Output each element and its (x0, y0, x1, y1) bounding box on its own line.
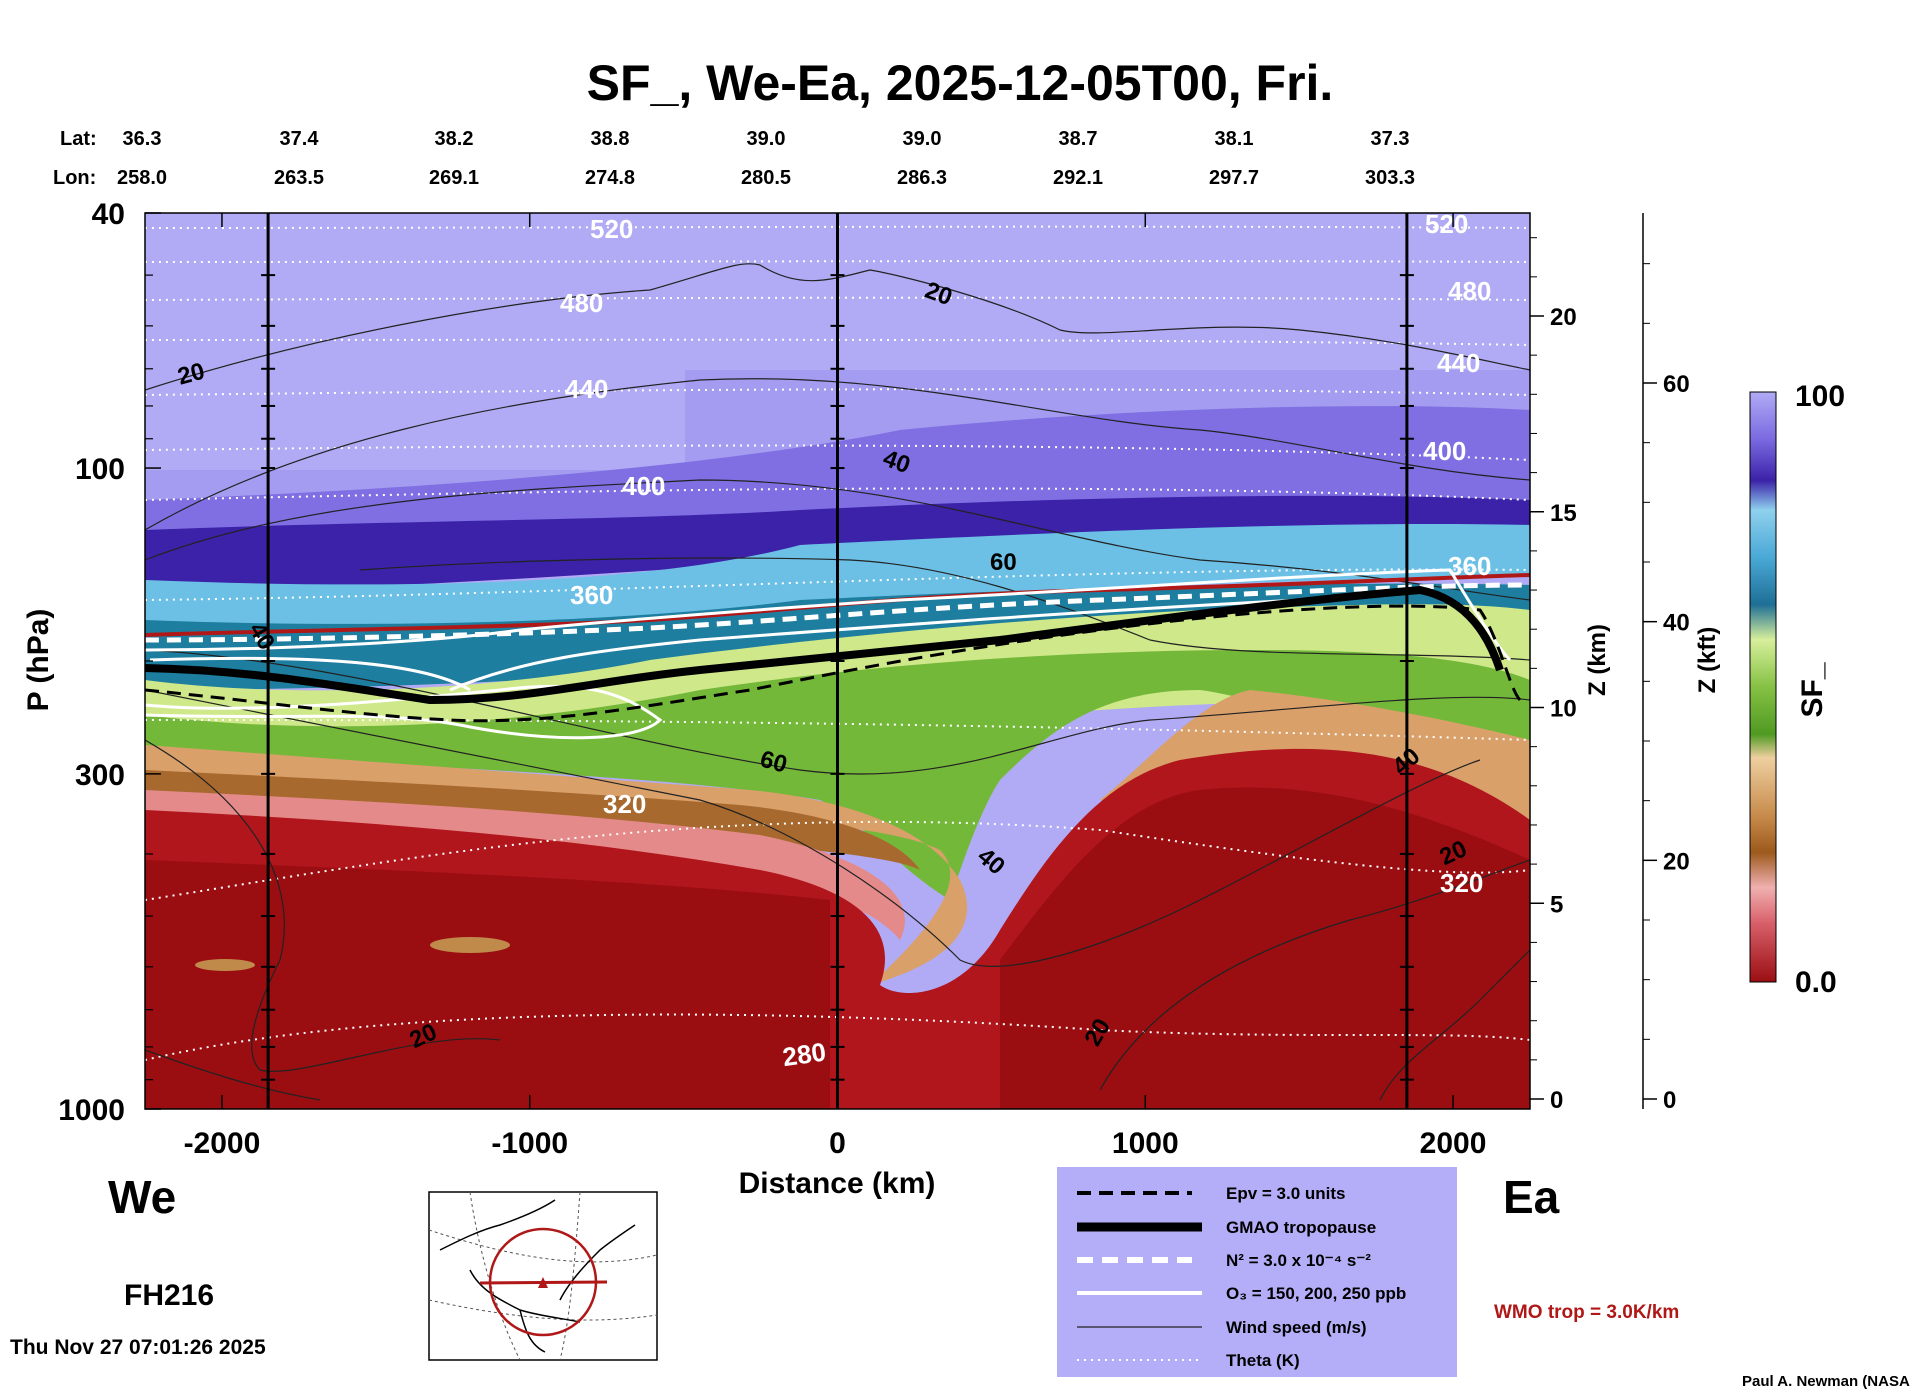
colorbar-title: SF_ (1796, 662, 1829, 717)
lat-value: 39.0 (903, 128, 942, 150)
theta-label: 480 (1448, 276, 1491, 306)
theta-contours (145, 225, 1530, 1061)
theta-label: 440 (1437, 348, 1480, 378)
lon-value: 292.1 (1053, 167, 1103, 189)
plot-area: 520 480 440 400 360 320 280 520 480 440 … (145, 209, 1530, 1109)
credit: Paul A. Newman (NASA (1742, 1373, 1910, 1390)
theta-label: 320 (603, 789, 646, 819)
field-blob (430, 937, 510, 953)
lat-value: 39.0 (747, 128, 786, 150)
lat-value: 38.1 (1215, 128, 1254, 150)
lat-value: 38.2 (435, 128, 474, 150)
z-km-tick-label: 5 (1550, 891, 1563, 918)
z-km-tick-label: 20 (1550, 304, 1577, 331)
x-tick-label: 0 (829, 1127, 846, 1160)
legend-label: N² = 3.0 x 10⁻⁴ s⁻² (1226, 1251, 1371, 1270)
z-km-tick-label: 10 (1550, 696, 1577, 723)
z-km-tick-label: 15 (1550, 500, 1577, 527)
theta-label: 400 (1423, 436, 1466, 466)
y-tick-label: 40 (92, 198, 125, 231)
map-center-marker (538, 1277, 548, 1288)
x-axis: -2000 -1000 0 1000 2000 (184, 213, 1487, 1160)
lon-values: 258.0 263.5 269.1 274.8 280.5 286.3 292.1 297.7… (117, 167, 1415, 189)
lat-value: 38.7 (1059, 128, 1098, 150)
ozone-contours (145, 568, 1512, 740)
theta-label: 360 (570, 580, 613, 610)
field-blob-2 (195, 959, 255, 971)
y-axis-label: P (hPa) (22, 609, 55, 712)
z-kft-tick-label: 20 (1663, 848, 1690, 875)
theta-label: 400 (622, 471, 665, 501)
z-kft-tick-label: 0 (1663, 1087, 1676, 1114)
wind-contours (145, 263, 1530, 1101)
lon-value: 258.0 (117, 167, 167, 189)
legend-label: GMAO tropopause (1226, 1218, 1376, 1237)
lon-value: 303.3 (1365, 167, 1415, 189)
colorbar-gradient (1749, 391, 1777, 983)
z-km-axis-label: Z (km) (1584, 624, 1611, 696)
lat-value: 37.4 (280, 128, 320, 150)
lon-value: 269.1 (429, 167, 479, 189)
west-label: We (108, 1171, 176, 1223)
lon-label: Lon: (53, 167, 96, 189)
legend: Epv = 3.0 units GMAO tropopause N² = 3.0… (1057, 1167, 1457, 1377)
legend-label: O₃ = 150, 200, 250 ppb (1226, 1284, 1406, 1303)
colorbar-min-label: 0.0 (1795, 966, 1837, 999)
x-tick-label: 2000 (1420, 1127, 1487, 1160)
theta-label: 480 (560, 288, 603, 318)
z-kft-tick-label: 60 (1663, 371, 1690, 398)
legend-label: Epv = 3.0 units (1226, 1184, 1346, 1203)
lon-value: 274.8 (585, 167, 635, 189)
x-tick-label: -2000 (184, 1127, 261, 1160)
lon-value: 286.3 (897, 167, 947, 189)
map-coastline (439, 1199, 636, 1353)
lat-value: 37.3 (1371, 128, 1410, 150)
z-km-tick-label: 0 (1550, 1087, 1563, 1114)
y-tick-label: 300 (75, 759, 125, 792)
y-tick-label: 1000 (58, 1094, 125, 1127)
z-km-axis: 0 5 10 15 20 (1530, 237, 1577, 1114)
theta-label: 320 (1440, 868, 1483, 898)
lat-values: 36.3 37.4 38.2 38.8 39.0 39.0 38.7 38.1 37.3 (123, 128, 1410, 150)
lon-value: 297.7 (1209, 167, 1259, 189)
lat-label: Lat: (60, 128, 97, 150)
theta-labels: 520 480 440 400 360 320 280 520 480 440 … (560, 209, 1491, 1073)
theta-label: 440 (565, 374, 608, 404)
lon-value: 263.5 (274, 167, 324, 189)
x-tick-label: 1000 (1112, 1127, 1179, 1160)
x-axis-label: Distance (km) (739, 1167, 936, 1200)
y-axis: 40 100 300 1000 (58, 198, 161, 1127)
lat-value: 36.3 (123, 128, 162, 150)
field-dark-red (145, 787, 1530, 1109)
forecast-hour-label: FH216 (124, 1279, 214, 1312)
legend-label: Theta (K) (1226, 1351, 1300, 1370)
z-kft-axis: 0 20 40 60 (1642, 213, 1690, 1114)
wmo-trop-note: WMO trop = 3.0K/km (1494, 1302, 1679, 1323)
lat-value: 38.8 (591, 128, 630, 150)
z-kft-tick-label: 40 (1663, 610, 1690, 637)
x-tick-label: -1000 (491, 1127, 568, 1160)
vertical-reference-lines (261, 213, 1414, 1109)
chart-title: SF_, We-Ea, 2025-12-05T00, Fri. (587, 55, 1334, 111)
location-map-inset (428, 1191, 658, 1361)
colorbar: 100 0.0 SF_ (1749, 380, 1845, 999)
theta-label: 280 (781, 1037, 828, 1073)
theta-label: 360 (1448, 551, 1491, 581)
wind-label: 60 (990, 549, 1017, 576)
lon-value: 280.5 (741, 167, 791, 189)
east-label: Ea (1503, 1171, 1560, 1223)
z-kft-axis-label: Z (kft) (1694, 627, 1721, 694)
legend-swatches: Epv = 3.0 units GMAO tropopause N² = 3.0… (1077, 1184, 1406, 1370)
y-tick-label: 100 (75, 453, 125, 486)
theta-label: 520 (1425, 209, 1468, 239)
theta-label: 520 (590, 214, 633, 244)
colorbar-max-label: 100 (1795, 380, 1845, 413)
timestamp: Thu Nov 27 07:01:26 2025 (10, 1336, 266, 1359)
legend-label: Wind speed (m/s) (1226, 1318, 1367, 1337)
